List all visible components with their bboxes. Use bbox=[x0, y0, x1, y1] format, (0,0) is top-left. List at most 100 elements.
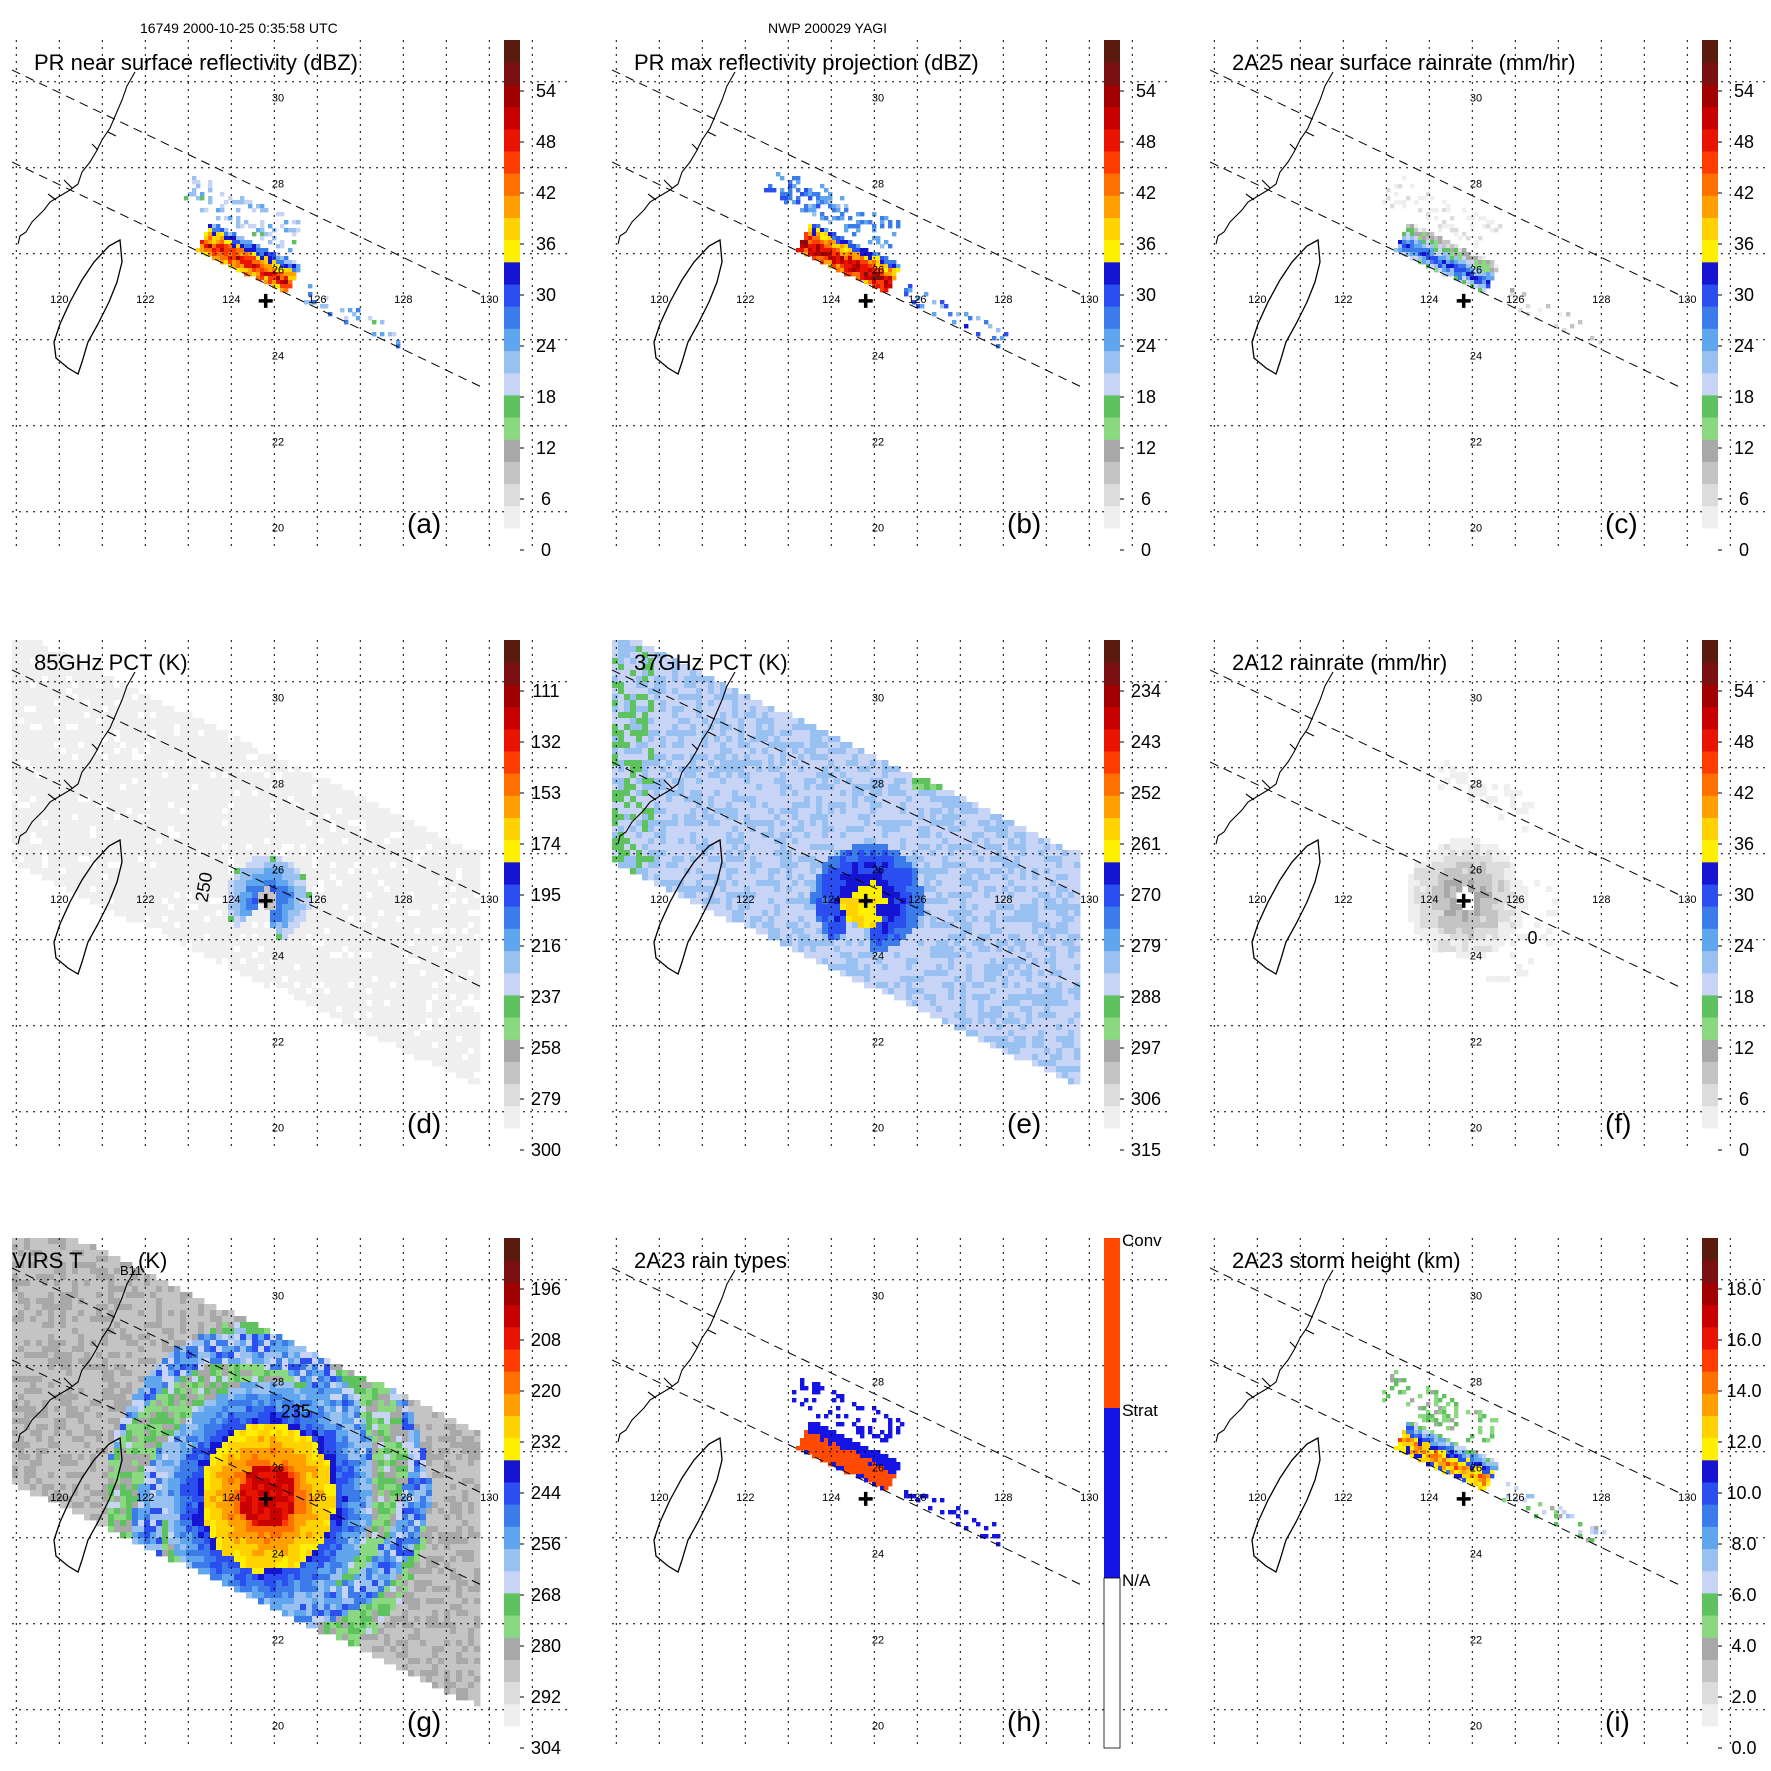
pixel bbox=[612, 682, 619, 689]
pixel bbox=[420, 1036, 427, 1043]
pixel bbox=[820, 232, 825, 237]
pixel bbox=[474, 976, 481, 983]
pixel bbox=[432, 886, 439, 893]
pixel bbox=[792, 778, 799, 785]
pixel bbox=[630, 730, 637, 737]
pixel bbox=[330, 982, 337, 989]
pixel bbox=[836, 216, 841, 221]
pixel bbox=[344, 320, 349, 325]
pixel bbox=[270, 928, 277, 935]
pixel bbox=[186, 766, 193, 773]
graticule bbox=[12, 40, 572, 550]
pixel bbox=[834, 778, 841, 785]
pixel bbox=[432, 928, 439, 935]
pixel bbox=[156, 748, 163, 755]
pixel bbox=[1450, 228, 1455, 233]
pixel bbox=[240, 814, 247, 821]
pixel bbox=[294, 868, 301, 875]
pixel bbox=[660, 706, 667, 713]
pixel bbox=[150, 706, 157, 713]
pixel bbox=[342, 1000, 349, 1007]
pixel bbox=[804, 244, 809, 249]
pixel bbox=[282, 814, 289, 821]
pixel bbox=[468, 1036, 475, 1043]
pixel bbox=[690, 718, 697, 725]
pixel bbox=[234, 940, 241, 947]
pixel bbox=[852, 252, 857, 257]
pixel bbox=[336, 838, 343, 845]
pixel bbox=[450, 1024, 457, 1031]
pixel bbox=[884, 264, 889, 269]
pixel bbox=[132, 916, 139, 923]
pixel bbox=[330, 928, 337, 935]
pixel bbox=[666, 730, 673, 737]
pixel bbox=[336, 784, 343, 791]
pixel bbox=[432, 1060, 439, 1067]
pixel bbox=[872, 252, 877, 257]
pixel bbox=[126, 802, 133, 809]
pixel bbox=[804, 188, 809, 193]
pixel bbox=[796, 188, 801, 193]
pixel bbox=[1430, 232, 1435, 237]
pixel bbox=[318, 778, 325, 785]
pixel bbox=[390, 814, 397, 821]
pixel bbox=[318, 802, 325, 809]
lon-tick-label: 122 bbox=[136, 294, 154, 306]
pixel bbox=[444, 856, 451, 863]
pixel bbox=[174, 826, 181, 833]
pixel bbox=[432, 922, 439, 929]
pixel bbox=[408, 844, 415, 851]
pixel bbox=[36, 766, 43, 773]
pixel bbox=[90, 736, 97, 743]
pixel bbox=[276, 814, 283, 821]
pixel bbox=[132, 772, 139, 779]
pixel bbox=[276, 928, 283, 935]
pixel bbox=[844, 224, 849, 229]
pixel bbox=[1466, 276, 1471, 281]
pixel bbox=[1478, 284, 1483, 289]
pixel bbox=[844, 248, 849, 253]
pixel bbox=[408, 1036, 415, 1043]
pixel bbox=[84, 706, 91, 713]
pixel bbox=[872, 212, 877, 217]
pixel bbox=[288, 976, 295, 983]
colorbar-segment bbox=[1702, 150, 1718, 174]
pixel bbox=[804, 192, 809, 197]
pixel bbox=[162, 910, 169, 917]
pixel bbox=[456, 1036, 463, 1043]
pixel bbox=[270, 790, 277, 797]
pixel bbox=[280, 240, 285, 245]
pixel bbox=[846, 754, 853, 761]
pixel bbox=[198, 748, 205, 755]
pixel bbox=[144, 766, 151, 773]
pixel bbox=[276, 268, 281, 273]
pixel bbox=[756, 730, 763, 737]
pixel bbox=[72, 856, 79, 863]
pixel bbox=[264, 760, 271, 767]
pixel bbox=[426, 1048, 433, 1055]
pixel bbox=[222, 790, 229, 797]
pixel bbox=[880, 272, 885, 277]
pixel bbox=[1442, 256, 1447, 261]
pixel bbox=[36, 826, 43, 833]
pixel bbox=[450, 1018, 457, 1025]
pixel bbox=[256, 264, 261, 269]
pixel bbox=[456, 946, 463, 953]
pixel bbox=[90, 784, 97, 791]
pixel bbox=[468, 1012, 475, 1019]
pixel bbox=[294, 796, 301, 803]
pixel bbox=[240, 826, 247, 833]
colorbar-tick-label: 18 bbox=[1136, 387, 1156, 407]
pixel bbox=[648, 724, 655, 731]
pixel bbox=[360, 850, 367, 857]
pixel bbox=[840, 212, 845, 217]
pixel bbox=[372, 892, 379, 899]
pixel bbox=[366, 934, 373, 941]
pixel bbox=[228, 196, 233, 201]
pixel bbox=[180, 880, 187, 887]
pixel bbox=[450, 964, 457, 971]
pixel bbox=[462, 922, 469, 929]
pixel bbox=[66, 796, 73, 803]
pixel bbox=[636, 646, 643, 653]
pixel bbox=[48, 700, 55, 707]
